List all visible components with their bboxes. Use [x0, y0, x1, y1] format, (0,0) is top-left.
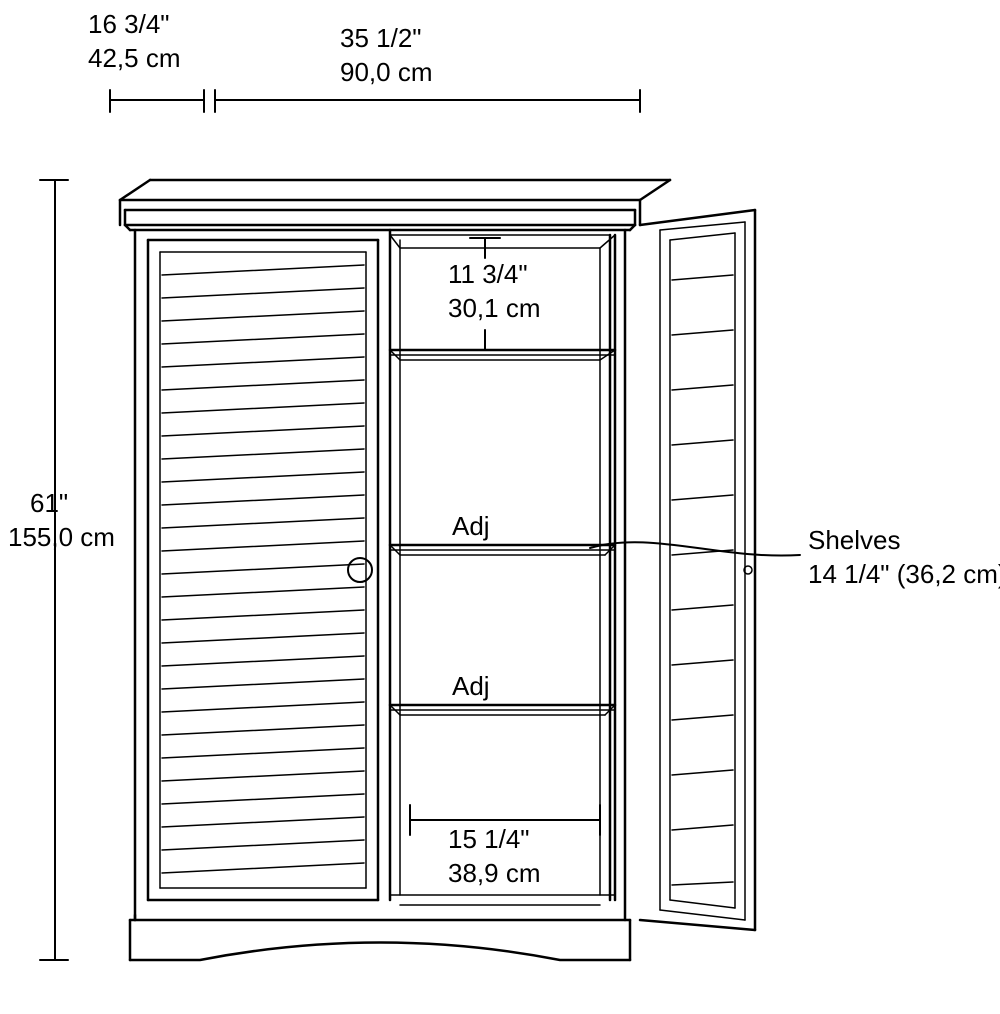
- depth-imperial-label: 16 3/4": [88, 8, 170, 42]
- interior-width-imperial-label: 15 1/4": [448, 823, 530, 857]
- height-metric-label: 155,0 cm: [8, 521, 115, 555]
- adj-label-1: Adj: [452, 510, 490, 544]
- width-imperial-label: 35 1/2": [340, 22, 422, 56]
- adj-label-2: Adj: [452, 670, 490, 704]
- depth-metric-label: 42,5 cm: [88, 42, 181, 76]
- shelves-label: Shelves: [808, 524, 901, 558]
- diagram-container: 16 3/4" 42,5 cm 35 1/2" 90,0 cm 61" 155,…: [0, 0, 1000, 1014]
- shelves-depth-label: 14 1/4" (36,2 cm) D: [808, 558, 1000, 592]
- shelf-height-imperial-label: 11 3/4": [448, 258, 528, 292]
- interior-width-metric-label: 38,9 cm: [448, 857, 541, 891]
- height-imperial-label: 61": [30, 487, 68, 521]
- width-metric-label: 90,0 cm: [340, 56, 433, 90]
- shelf-height-metric-label: 30,1 cm: [448, 292, 541, 326]
